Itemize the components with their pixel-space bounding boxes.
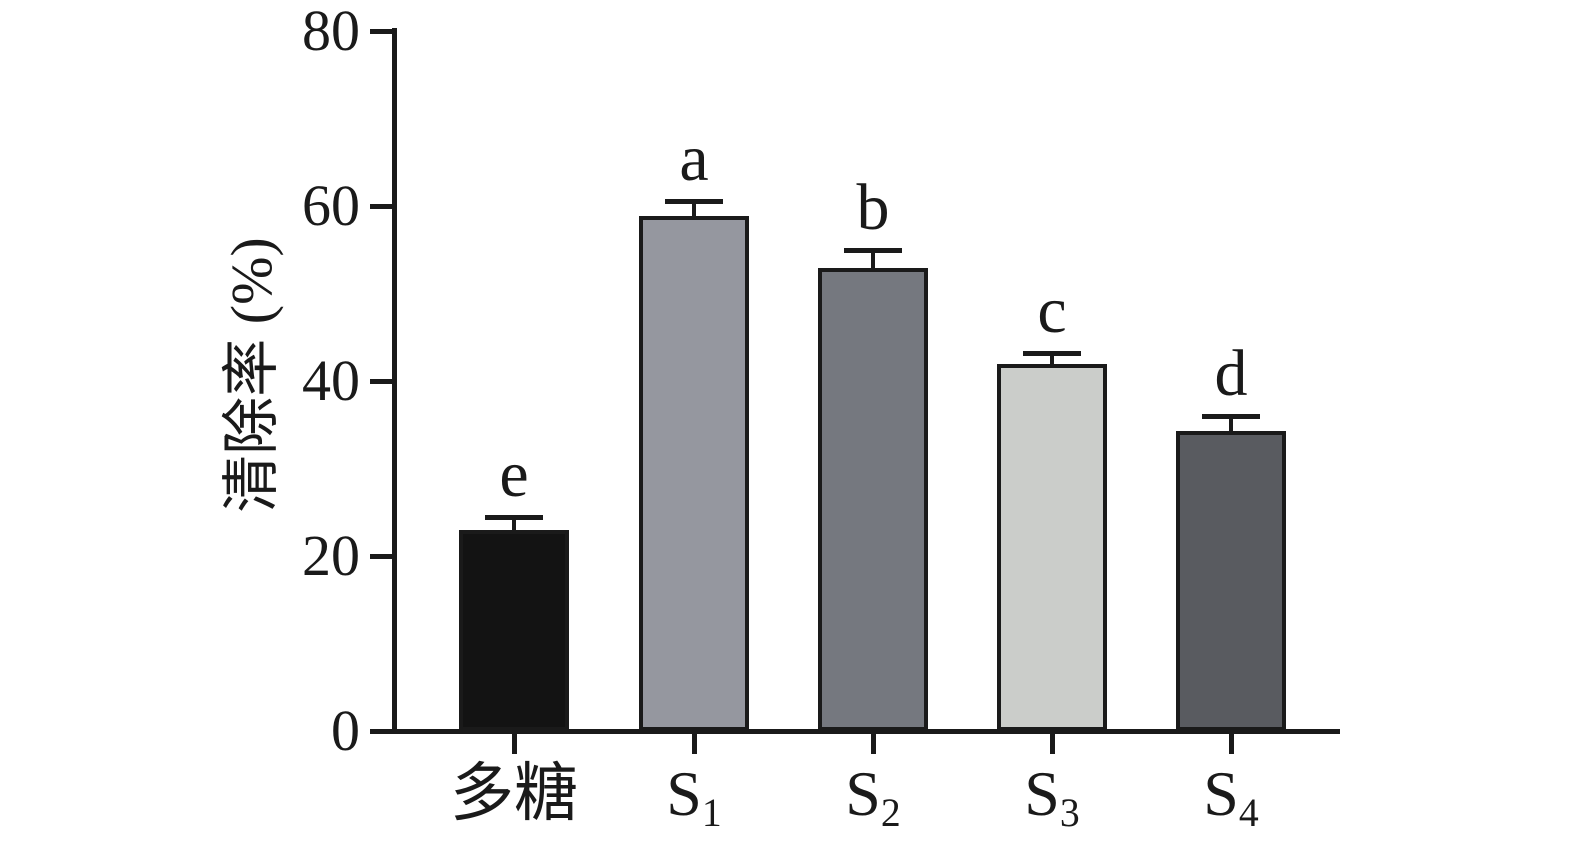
y-tick-mark: [370, 203, 392, 209]
sig-letter: b: [856, 170, 890, 244]
category-label: S2: [743, 758, 1003, 833]
category-label-text: S: [666, 758, 702, 829]
category-label: S1: [564, 758, 824, 833]
error-bar-stem: [1229, 417, 1233, 435]
x-tick-mark: [1228, 734, 1234, 754]
y-tick-label: 60: [302, 173, 360, 238]
category-label-text: 多糖: [450, 758, 578, 829]
category-label-subscript: 1: [701, 791, 722, 836]
category-label: S3: [922, 758, 1182, 833]
category-label: 多糖: [384, 758, 644, 830]
category-label-subscript: 3: [1059, 791, 1080, 836]
category-label-text: S: [1203, 758, 1239, 829]
x-tick-mark: [511, 734, 517, 754]
x-tick-mark: [870, 734, 876, 754]
y-tick-label: 80: [302, 0, 360, 63]
x-tick-mark: [1049, 734, 1055, 754]
x-axis-line: [386, 729, 1340, 734]
category-label-subscript: 4: [1238, 791, 1259, 836]
sig-letter: a: [679, 121, 709, 195]
sig-letter: d: [1214, 336, 1248, 410]
error-bar-cap: [665, 198, 723, 204]
bar: [639, 215, 749, 731]
bar: [1176, 430, 1286, 731]
category-label-text: S: [845, 758, 881, 829]
error-bar-stem: [692, 202, 696, 220]
error-bar-stem: [512, 519, 516, 534]
error-bar-cap: [844, 247, 902, 253]
error-bar-cap: [1202, 413, 1260, 419]
bar: [997, 364, 1107, 731]
error-bar-cap: [485, 515, 543, 521]
sig-letter: e: [499, 438, 529, 512]
y-tick-mark: [370, 378, 392, 384]
y-tick-mark: [370, 553, 392, 559]
y-tick-label: 0: [331, 698, 360, 763]
y-axis-line: [392, 28, 397, 734]
category-label: S4: [1101, 758, 1361, 833]
error-bar-stem: [871, 251, 875, 273]
sig-letter: c: [1037, 273, 1067, 347]
bar: [459, 529, 569, 731]
y-tick-mark: [370, 28, 392, 34]
x-tick-mark: [691, 734, 697, 754]
bar: [818, 268, 928, 731]
y-tick-mark: [370, 728, 392, 734]
error-bar-cap: [1023, 350, 1081, 356]
category-label-text: S: [1024, 758, 1060, 829]
y-tick-label: 40: [302, 348, 360, 413]
category-label-subscript: 2: [880, 791, 901, 836]
error-bar-stem: [1050, 354, 1054, 369]
y-tick-label: 20: [302, 523, 360, 588]
